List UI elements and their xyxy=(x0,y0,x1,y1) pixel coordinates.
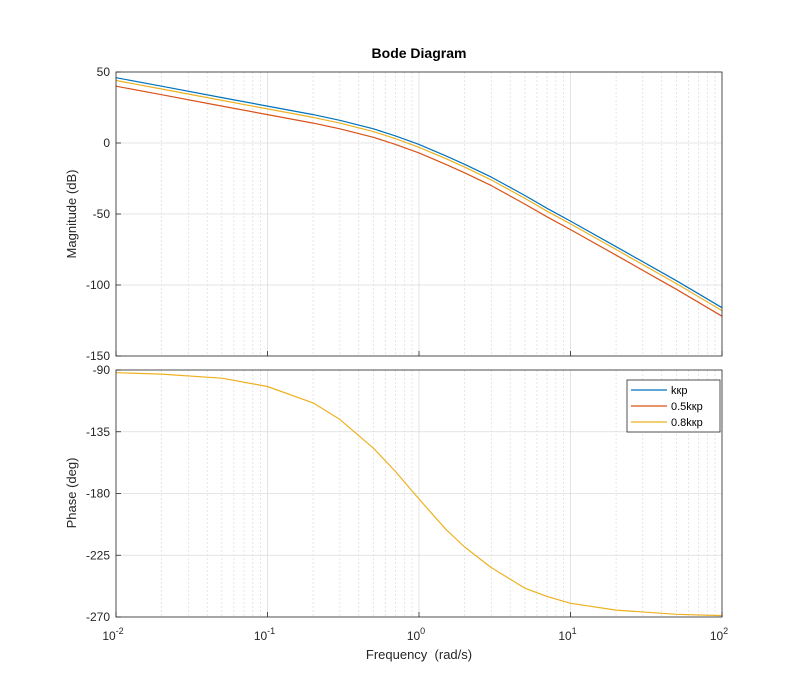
magnitude-panel: 50 0 -50 -100 -150 Magnitude (dB) xyxy=(64,65,723,363)
x-axis-label: Frequency (rad/s) xyxy=(366,647,472,662)
phase-ylabel: Phase (deg) xyxy=(64,458,79,529)
series-line xyxy=(115,79,723,312)
y-tick-label: 50 xyxy=(97,65,111,79)
series-line xyxy=(115,77,723,309)
magnitude-y-ticks: 50 0 -50 -100 -150 xyxy=(86,65,121,363)
series-line xyxy=(115,85,723,317)
legend: kкp 0.5kкp 0.8kкp xyxy=(626,379,721,433)
chart-title: Bode Diagram xyxy=(372,45,467,61)
series-line xyxy=(115,372,723,617)
magnitude-grid xyxy=(115,71,723,357)
y-tick-label: -225 xyxy=(86,548,110,562)
legend-label: 0.8kкp xyxy=(671,417,703,429)
phase-series xyxy=(115,372,723,617)
magnitude-series xyxy=(115,77,723,317)
magnitude-ylabel: Magnitude (dB) xyxy=(64,170,79,259)
y-tick-label: -150 xyxy=(86,349,110,363)
legend-label: 0.5kкp xyxy=(671,401,703,413)
phase-panel: -90 -135 -180 -225 -270 Phase (deg) xyxy=(64,363,723,624)
y-tick-label: -180 xyxy=(86,487,110,501)
y-tick-label: -135 xyxy=(86,425,110,439)
y-tick-label: -50 xyxy=(93,207,111,221)
legend-label: kкp xyxy=(671,385,687,397)
y-tick-label: -90 xyxy=(93,363,111,377)
phase-y-ticks: -90 -135 -180 -225 -270 xyxy=(86,363,121,624)
y-tick-label: -100 xyxy=(86,278,110,292)
y-tick-label: -270 xyxy=(86,610,110,624)
y-tick-label: 0 xyxy=(103,136,110,150)
